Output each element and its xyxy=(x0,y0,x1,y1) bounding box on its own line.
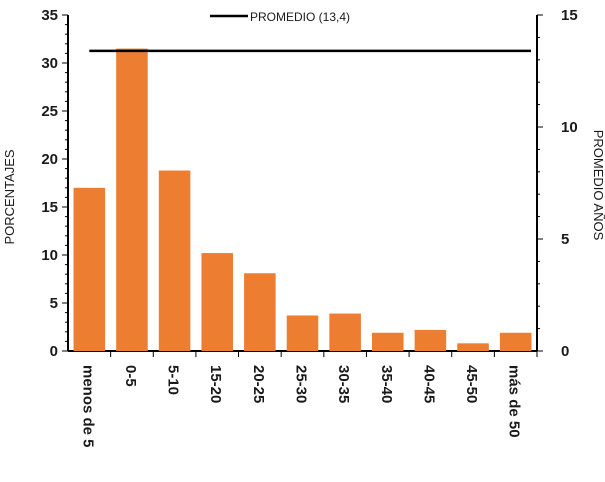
x-tick-label: 35-40 xyxy=(378,365,395,403)
y-left-tick-label: 0 xyxy=(50,343,58,360)
legend: PROMEDIO (13,4) xyxy=(210,10,350,24)
x-tick-label: 0-5 xyxy=(122,365,139,387)
bar xyxy=(201,253,234,351)
x-tick-label: 25-30 xyxy=(293,365,310,403)
x-tick-label: 15-20 xyxy=(207,365,224,403)
y-left-tick-label: 25 xyxy=(41,103,58,120)
x-tick-label: menos de 5 xyxy=(79,365,96,448)
bar xyxy=(499,332,532,351)
y-left-tick-label: 35 xyxy=(41,7,58,24)
y-left-tick-label: 20 xyxy=(41,151,58,168)
x-tick-label: 40-45 xyxy=(420,365,437,403)
bar xyxy=(329,313,361,351)
legend-label: PROMEDIO (13,4) xyxy=(250,10,350,24)
y-left-tick-label: 10 xyxy=(41,247,58,264)
bar xyxy=(457,343,489,351)
bar xyxy=(286,315,319,351)
y-left-tick-label: 15 xyxy=(41,199,58,216)
x-tick-label: 5-10 xyxy=(165,365,182,395)
x-tick-label: 20-25 xyxy=(250,365,267,403)
x-axis-category-labels: menos de 5 0-5 5-10 15-20 20-25 25-30 30-35 35-… xyxy=(79,351,538,448)
y-right-tick-label: 15 xyxy=(561,7,578,24)
x-tick-label: 45-50 xyxy=(463,365,480,403)
bar xyxy=(244,273,276,351)
x-tick-label: 30-35 xyxy=(335,365,352,403)
y-right-tick-label: 0 xyxy=(561,343,569,360)
x-tick-label: más de 50 xyxy=(506,365,523,438)
bar xyxy=(158,170,191,351)
y-right-tick-label: 5 xyxy=(561,231,569,248)
y-axis-right-ticks: 0 5 10 15 xyxy=(537,7,578,360)
y-right-tick-label: 10 xyxy=(561,119,578,136)
y-axis-left-ticks: 0 5 10 15 20 25 30 35 xyxy=(41,7,68,360)
y-axis-right-title: PROMEDIO AÑOS xyxy=(591,130,605,241)
bar xyxy=(371,332,404,351)
y-left-tick-label: 5 xyxy=(50,295,58,312)
bar xyxy=(73,187,106,351)
bar xyxy=(414,329,447,351)
bars xyxy=(73,48,532,351)
plot-area: 0 5 10 15 20 25 30 35 0 5 10 15 menos de 5 0-5 5-10 1… xyxy=(41,7,577,448)
y-left-tick-label: 30 xyxy=(41,55,58,72)
bar xyxy=(116,48,148,351)
y-axis-left-title: PORCENTAJES xyxy=(2,149,17,244)
